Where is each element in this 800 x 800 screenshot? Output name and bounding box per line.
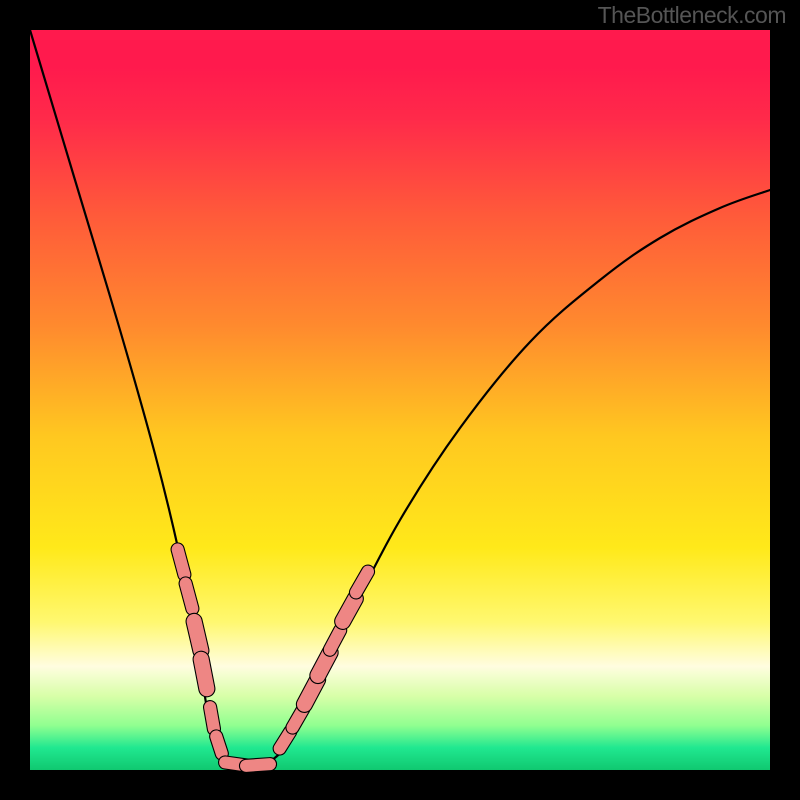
chart-stage: TheBottleneck.com (0, 0, 800, 800)
bead-marker (178, 549, 185, 574)
bead-marker (356, 572, 368, 593)
bead-marker (280, 732, 291, 749)
bottleneck-curve-path (30, 30, 770, 769)
bead-marker (201, 659, 207, 688)
bead-marker (246, 764, 270, 766)
bead-marker (194, 621, 201, 650)
bead-marker (330, 630, 340, 649)
bottleneck-curve (0, 0, 800, 800)
bead-marker (216, 736, 222, 753)
bead-marker (343, 599, 356, 622)
bead-marker (186, 583, 193, 608)
watermark-text: TheBottleneck.com (598, 2, 786, 29)
bead-marker (210, 707, 214, 729)
